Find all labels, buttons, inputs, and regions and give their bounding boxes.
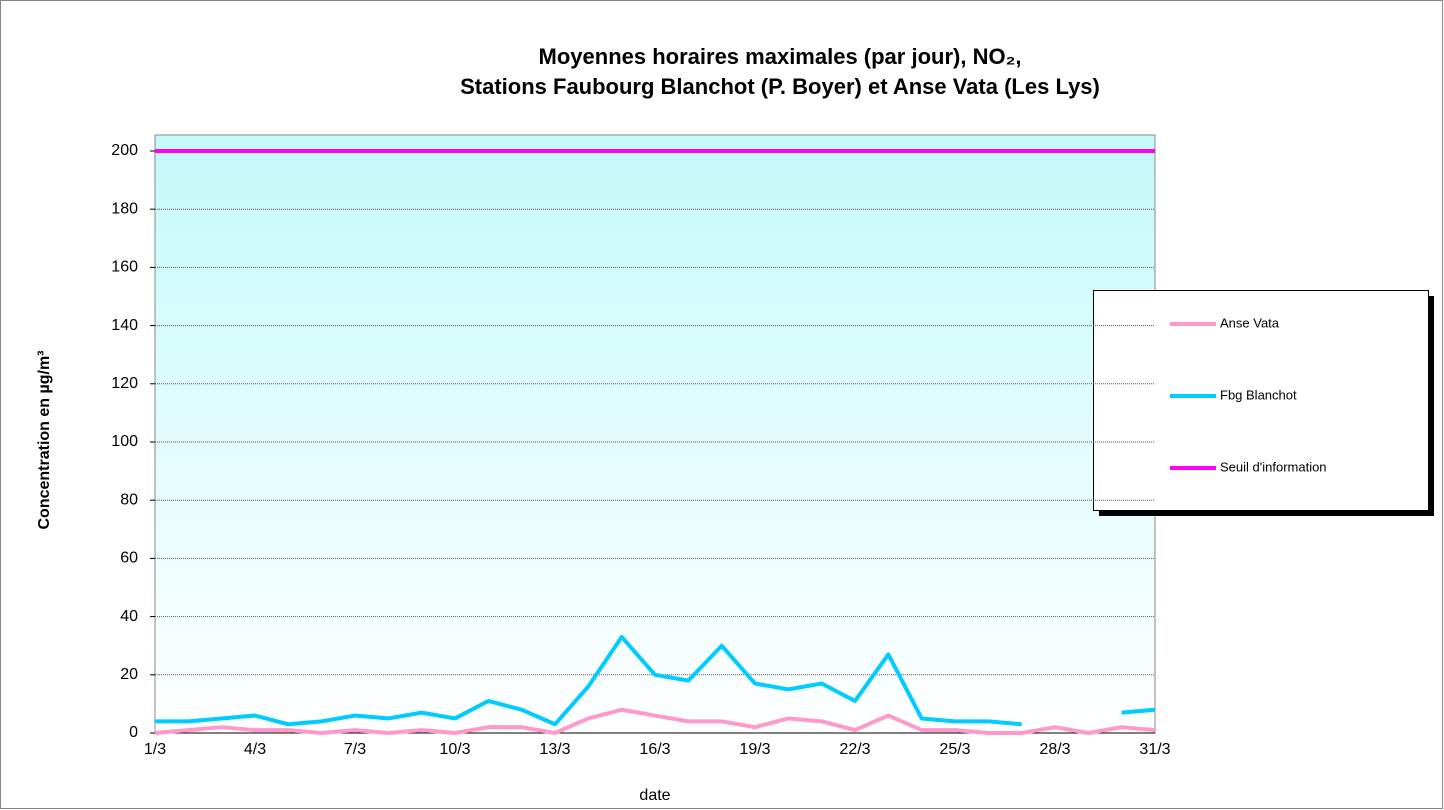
x-tick-label: 7/3 — [344, 741, 366, 758]
legend — [1093, 290, 1429, 511]
x-tick-label: 16/3 — [639, 741, 670, 758]
chart-subtitle: Stations Faubourg Blanchot (P. Boyer) et… — [460, 74, 1100, 99]
x-tick-label: 13/3 — [539, 741, 570, 758]
y-tick-label: 20 — [120, 666, 138, 683]
y-tick-label: 120 — [111, 375, 138, 392]
series-line — [154, 707, 1156, 735]
y-tick-label: 40 — [120, 608, 138, 625]
x-tick-label: 28/3 — [1039, 741, 1070, 758]
y-axis-label: Concentration en µg/m³ — [36, 351, 53, 530]
y-tick-label: 0 — [129, 724, 138, 741]
y-tick-label: 60 — [120, 550, 138, 567]
legend-label: Fbg Blanchot — [1220, 387, 1297, 402]
x-axis-label: date — [639, 787, 670, 804]
y-tick-label: 160 — [111, 259, 138, 276]
y-tick-label: 80 — [120, 491, 138, 508]
x-tick-label: 31/3 — [1139, 741, 1170, 758]
x-tick-label: 4/3 — [244, 741, 266, 758]
x-tick-label: 22/3 — [839, 741, 870, 758]
legend-label: Anse Vata — [1220, 315, 1280, 330]
x-tick-label: 1/3 — [144, 741, 166, 758]
chart-title: Moyennes horaires maximales (par jour), … — [539, 44, 1022, 69]
plot-area — [154, 134, 1156, 734]
legend-label: Seuil d'information — [1220, 459, 1327, 474]
series-line — [155, 634, 1156, 727]
y-tick-label: 100 — [111, 433, 138, 450]
x-tick-label: 19/3 — [739, 741, 770, 758]
x-tick-label: 25/3 — [939, 741, 970, 758]
y-tick-label: 180 — [111, 200, 138, 217]
x-tick-label: 10/3 — [439, 741, 470, 758]
y-tick-label: 140 — [111, 317, 138, 334]
y-tick-label: 200 — [111, 142, 138, 159]
